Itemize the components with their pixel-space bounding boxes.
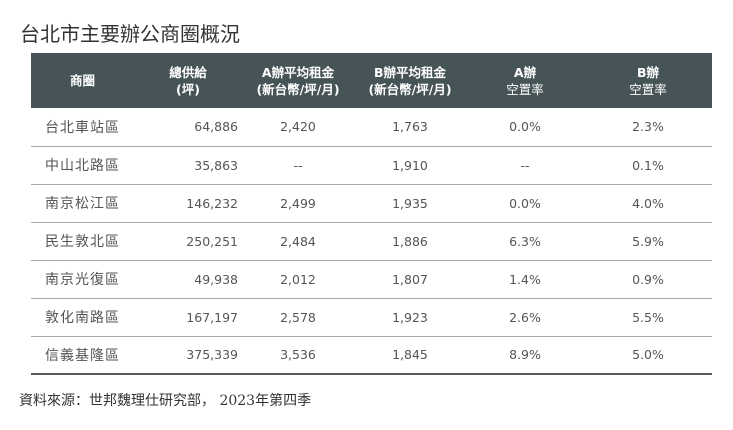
- b-rent-cell: 1,807: [392, 271, 428, 287]
- a-vacancy-cell: 8.9%: [509, 347, 541, 363]
- supply-cell: 167,197: [186, 309, 238, 325]
- header-supply: 總供給 (坪): [169, 64, 207, 97]
- a-rent-cell: --: [293, 157, 303, 173]
- header-a-rent: A辦平均租金 (新台幣/坪/月): [256, 64, 340, 97]
- district-cell: 台北車站區: [45, 119, 120, 136]
- supply-cell: 250,251: [186, 233, 238, 249]
- table-row: 信義基隆區 375,339 3,536 1,845 8.9% 5.0%: [31, 336, 712, 374]
- b-vacancy-cell: 2.3%: [632, 119, 664, 135]
- a-rent-cell: 2,578: [280, 309, 316, 325]
- supply-cell: 64,886: [194, 119, 238, 135]
- district-cell: 敦化南路區: [45, 310, 120, 326]
- b-vacancy-cell: 4.0%: [632, 195, 664, 211]
- a-rent-cell: 2,012: [280, 271, 316, 287]
- b-rent-cell: 1,763: [392, 119, 428, 135]
- table-row: 南京松江區 146,232 2,499 1,935 0.0% 4.0%: [31, 184, 712, 222]
- a-vacancy-cell: 0.0%: [509, 119, 541, 135]
- b-rent-cell: 1,923: [392, 309, 428, 325]
- header-b-rent: B辦平均租金 (新台幣/坪/月): [368, 64, 452, 97]
- a-rent-cell: 2,499: [280, 195, 316, 211]
- district-cell: 南京光復區: [45, 272, 120, 288]
- header-b-vacancy: B辦 空置率: [629, 64, 667, 97]
- district-cell: 中山北路區: [45, 158, 120, 174]
- table-row: 南京光復區 49,938 2,012 1,807 1.4% 0.9%: [31, 260, 712, 298]
- supply-cell: 375,339: [186, 347, 238, 363]
- b-rent-cell: 1,910: [392, 157, 428, 173]
- table-row: 台北車站區 64,886 2,420 1,763 0.0% 2.3%: [31, 108, 712, 146]
- a-vacancy-cell: 6.3%: [509, 233, 541, 249]
- supply-cell: 49,938: [194, 271, 238, 287]
- page-title: 台北市主要辦公商圈概況: [20, 22, 240, 46]
- source-note: 資料來源：世邦魏理仕研究部， 2023年第四季: [19, 393, 312, 409]
- district-cell: 信義基隆區: [45, 347, 120, 364]
- table-row: 中山北路區 35,863 -- 1,910 -- 0.1%: [31, 146, 712, 184]
- b-vacancy-cell: 5.9%: [632, 233, 664, 249]
- supply-cell: 35,863: [194, 157, 238, 173]
- a-vacancy-cell: 0.0%: [509, 195, 541, 211]
- b-rent-cell: 1,845: [392, 347, 428, 363]
- b-rent-cell: 1,935: [392, 195, 428, 211]
- supply-cell: 146,232: [186, 195, 238, 211]
- a-rent-cell: 2,484: [280, 233, 316, 249]
- b-vacancy-cell: 0.9%: [632, 271, 664, 287]
- office-district-table: 商圈 總供給 (坪) A辦平均租金 (新台幣/坪/月) B辦平均租金 (新台幣/坪/月…: [31, 53, 712, 375]
- a-vacancy-cell: 1.4%: [509, 271, 541, 287]
- table-header-row: 商圈 總供給 (坪) A辦平均租金 (新台幣/坪/月) B辦平均租金 (新台幣/坪/月…: [31, 53, 712, 108]
- district-cell: 南京松江區: [45, 196, 120, 212]
- header-a-vacancy: A辦 空置率: [506, 64, 544, 97]
- a-vacancy-cell: --: [520, 157, 530, 173]
- table-row: 敦化南路區 167,197 2,578 1,923 2.6% 5.5%: [31, 298, 712, 336]
- b-vacancy-cell: 5.5%: [632, 309, 664, 325]
- header-district: 商圈: [69, 73, 95, 88]
- b-rent-cell: 1,886: [392, 233, 428, 249]
- a-rent-cell: 2,420: [280, 119, 316, 135]
- district-cell: 民生敦北區: [45, 234, 120, 250]
- a-vacancy-cell: 2.6%: [509, 309, 541, 325]
- b-vacancy-cell: 0.1%: [632, 157, 664, 173]
- b-vacancy-cell: 5.0%: [632, 347, 664, 363]
- table-row: 民生敦北區 250,251 2,484 1,886 6.3% 5.9%: [31, 222, 712, 260]
- a-rent-cell: 3,536: [280, 347, 316, 363]
